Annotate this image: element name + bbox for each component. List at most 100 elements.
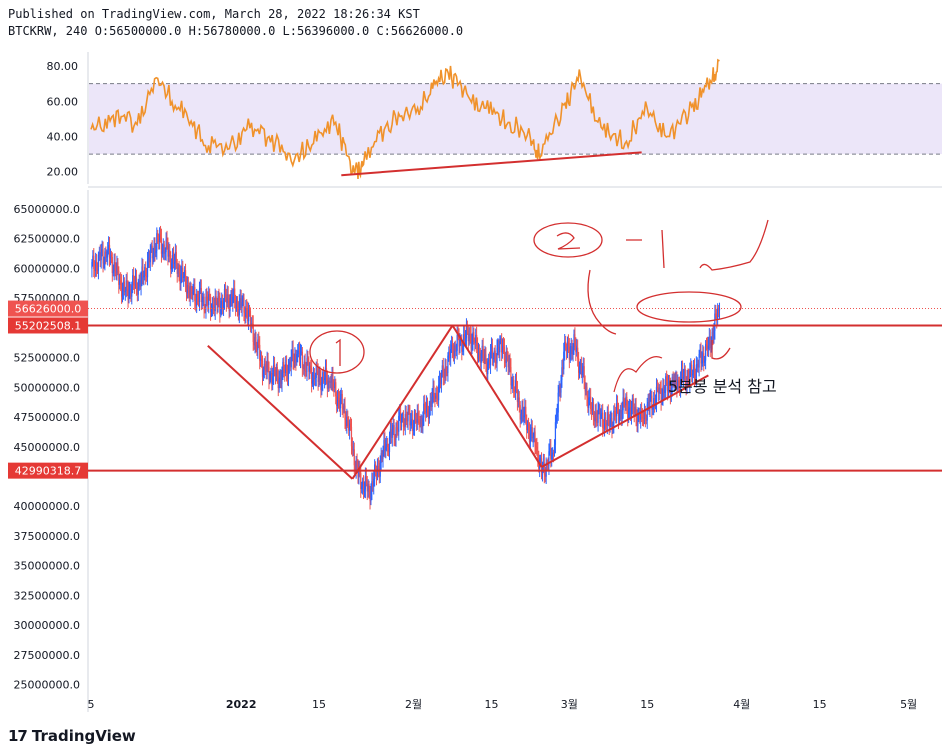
candle [527, 424, 529, 431]
time-axis[interactable]: 5 2022 15 2월 15 3월 15 4월 15 5월 [88, 693, 943, 711]
circled-two-stroke [556, 232, 581, 250]
candle [520, 414, 522, 420]
candle [649, 398, 651, 409]
candle [588, 397, 590, 408]
tradingview-logo[interactable]: 17 TradingView [8, 727, 136, 745]
candle [432, 385, 434, 397]
candle [154, 246, 156, 254]
circled-two-outline [533, 222, 603, 258]
candle [600, 414, 602, 419]
candle [320, 377, 322, 391]
candle [717, 308, 719, 320]
rsi-panel[interactable]: 80.00 60.00 40.00 20.00 [47, 52, 943, 184]
time-tick-label: 2022 [226, 698, 257, 711]
candle [679, 381, 681, 391]
candle [184, 270, 186, 277]
candle [442, 365, 444, 378]
candle [468, 333, 470, 342]
candle [718, 308, 721, 311]
candle [590, 409, 593, 412]
candle [203, 296, 205, 310]
candle [114, 262, 116, 271]
candle [306, 358, 308, 373]
candle [96, 268, 99, 271]
candle [179, 272, 181, 285]
candle [425, 410, 427, 413]
candle [247, 310, 249, 322]
candle [589, 396, 591, 398]
time-tick-label: 3월 [561, 698, 578, 711]
candle [240, 298, 242, 308]
candle [603, 427, 605, 429]
candle [608, 422, 610, 427]
candle [115, 270, 117, 273]
candle [554, 422, 557, 445]
candle [178, 267, 180, 273]
candle [616, 403, 619, 409]
candle [304, 361, 306, 371]
candle [601, 412, 603, 415]
candle [227, 294, 229, 301]
candle [370, 491, 372, 502]
candle [423, 403, 425, 418]
candle [343, 405, 345, 410]
candle [437, 395, 439, 401]
candle [604, 417, 607, 424]
candle [105, 251, 107, 257]
candle [491, 346, 493, 359]
candle [315, 364, 317, 378]
candle [691, 364, 693, 376]
candle [318, 375, 320, 382]
candle [523, 415, 525, 418]
candle [616, 403, 618, 416]
candle [629, 407, 632, 417]
candle [573, 334, 575, 347]
candle [233, 288, 235, 297]
candle [362, 481, 364, 487]
candle [621, 410, 623, 420]
candle [374, 464, 376, 479]
candle [698, 353, 700, 368]
candle [283, 361, 285, 372]
candle [644, 410, 646, 419]
candle [669, 385, 671, 397]
candle [366, 483, 368, 492]
candle [458, 336, 460, 347]
price-panel[interactable]: 65000000.062500000.060000000.057500000.0… [8, 190, 942, 712]
candle [405, 414, 407, 419]
candle [326, 378, 328, 389]
candle [151, 245, 153, 259]
candle [474, 341, 476, 343]
candle [331, 375, 333, 383]
candle [623, 397, 625, 405]
candle [611, 418, 613, 430]
candle [587, 397, 589, 408]
candle [157, 233, 159, 239]
candle [532, 437, 534, 439]
candle [645, 418, 647, 421]
candle [99, 251, 101, 261]
candle [449, 351, 451, 359]
candle [406, 418, 408, 422]
candle [254, 336, 256, 346]
candle [425, 402, 428, 413]
price-tick-label: 35000000.0 [14, 560, 80, 573]
candle [439, 378, 442, 384]
candle [613, 410, 615, 425]
candle [504, 359, 506, 363]
candle [547, 463, 549, 467]
candle [459, 339, 461, 347]
candle [344, 405, 346, 421]
candle [652, 407, 654, 410]
candle [247, 309, 250, 322]
candle [280, 377, 282, 384]
candle [242, 297, 244, 303]
candle [134, 276, 137, 285]
candle [312, 375, 315, 381]
candle [671, 376, 673, 388]
candle [201, 300, 203, 303]
candle [260, 358, 262, 361]
candle [594, 412, 596, 422]
candle [493, 350, 495, 359]
